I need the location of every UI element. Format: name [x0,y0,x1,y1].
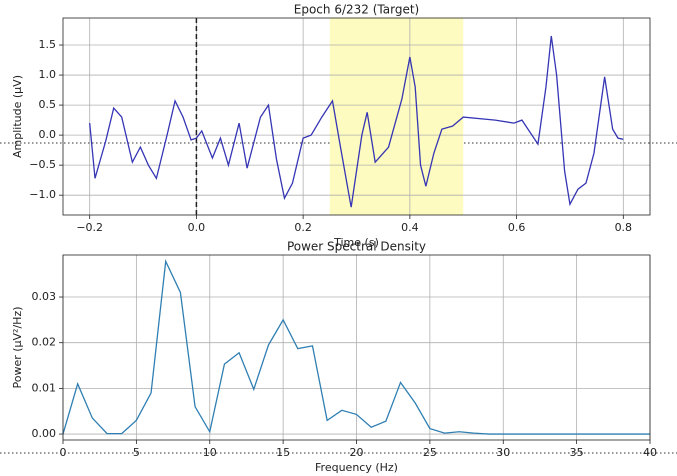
x-tick-label: 40 [643,446,657,459]
x-tick-label: 10 [203,446,217,459]
y-tick-label: 0.5 [39,98,57,111]
y-tick-label: 1.5 [39,38,57,51]
axes-frame [62,254,651,441]
y-axis-label: Amplitude (μV) [11,75,24,158]
x-tick-label: 15 [276,446,290,459]
y-tick-label: 0.02 [32,336,57,349]
axes-frame [62,17,651,216]
x-axis-label: Frequency (Hz) [315,461,398,474]
x-tick-label: 0.2 [294,221,312,234]
chart-title: Epoch 6/232 (Target) [294,3,419,17]
y-tick-label: 0.03 [32,290,57,303]
y-tick-label: 0.0 [39,128,57,141]
chart-title: Power Spectral Density [287,240,426,254]
y-tick-label: 0.01 [32,381,57,394]
y-tick-label: −0.5 [29,158,56,171]
x-tick-label: −0.2 [76,221,103,234]
x-axis-label: Time (s) [333,236,379,249]
y-tick-label: 1.0 [39,68,57,81]
x-tick-label: 0.8 [615,221,633,234]
y-tick-label: 0.00 [32,427,57,440]
x-tick-label: 0.0 [188,221,206,234]
y-axis-label: Power (μV²/Hz) [11,306,24,388]
x-tick-label: 30 [496,446,510,459]
x-tick-label: 25 [423,446,437,459]
x-tick-label: 35 [570,446,584,459]
x-tick-label: 0.4 [401,221,419,234]
data-line [62,259,650,435]
x-tick-label: 0.6 [508,221,526,234]
x-tick-label: 0 [60,446,67,459]
data-line [89,35,624,208]
x-tick-label: 20 [350,446,364,459]
y-tick-label: −1.0 [29,188,56,201]
x-tick-label: 5 [133,446,140,459]
